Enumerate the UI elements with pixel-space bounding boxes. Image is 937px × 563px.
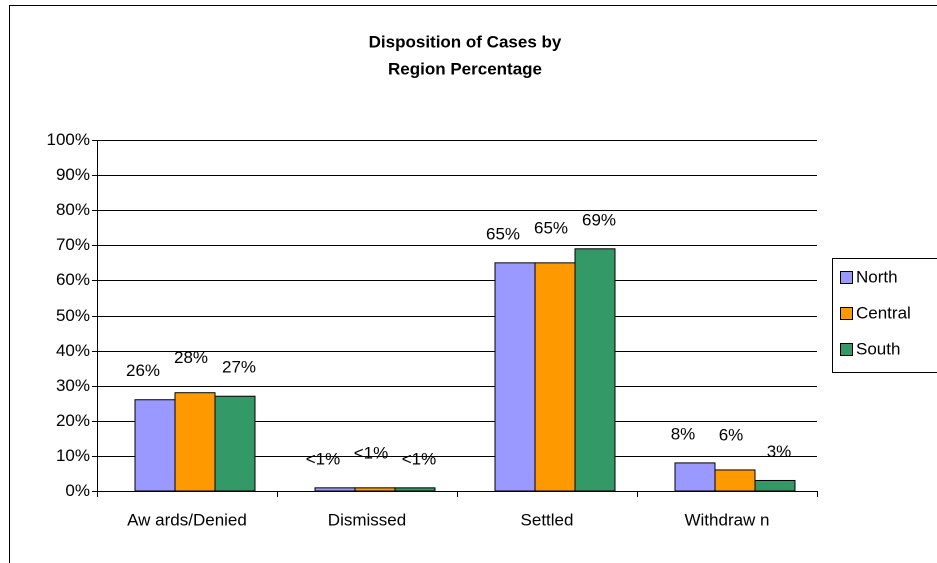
y-tick-label: 100% xyxy=(47,130,90,149)
y-tick-label: 70% xyxy=(56,235,90,254)
legend-label: South xyxy=(856,339,900,358)
data-label: <1% xyxy=(306,449,341,468)
y-tick-label: 10% xyxy=(56,446,90,465)
y-tick-label: 40% xyxy=(56,341,90,360)
legend-swatch xyxy=(840,343,853,356)
x-tick-label: Withdraw n xyxy=(684,510,769,529)
y-tick-label: 90% xyxy=(56,165,90,184)
data-label: 27% xyxy=(222,358,256,377)
legend-label: Central xyxy=(856,303,911,322)
bar xyxy=(714,469,756,492)
y-tick-label: 20% xyxy=(56,411,90,430)
chart-title: Disposition of Cases by xyxy=(369,32,562,51)
data-label: 65% xyxy=(534,218,568,237)
bar xyxy=(494,262,536,492)
bar xyxy=(574,248,616,492)
x-tick-label: Aw ards/Denied xyxy=(127,510,247,529)
y-tick-label: 60% xyxy=(56,270,90,289)
bar xyxy=(754,479,796,492)
x-tick-label: Dismissed xyxy=(328,510,406,529)
data-label: 65% xyxy=(486,224,520,243)
bar xyxy=(214,395,256,492)
data-label: 26% xyxy=(126,361,160,380)
data-label: 6% xyxy=(719,425,744,444)
data-label: 28% xyxy=(174,348,208,367)
bar xyxy=(314,487,356,492)
bar xyxy=(394,487,436,492)
data-label: <1% xyxy=(402,449,437,468)
chart-title: Region Percentage xyxy=(388,59,542,78)
data-label: 3% xyxy=(767,442,792,461)
bar xyxy=(674,462,716,492)
legend-swatch xyxy=(840,307,853,320)
y-tick-label: 30% xyxy=(56,376,90,395)
legend-label: North xyxy=(856,267,898,286)
legend-swatch xyxy=(840,271,853,284)
bar xyxy=(534,262,576,492)
y-tick-label: 0% xyxy=(65,481,90,500)
bar xyxy=(354,487,396,492)
data-label: 8% xyxy=(671,424,696,443)
y-tick-label: 80% xyxy=(56,200,90,219)
x-tick-label: Settled xyxy=(521,510,574,529)
bar xyxy=(174,392,216,492)
data-label: 69% xyxy=(582,210,616,229)
y-tick-label: 50% xyxy=(56,306,90,325)
data-label: <1% xyxy=(354,443,389,462)
bar xyxy=(134,399,176,492)
